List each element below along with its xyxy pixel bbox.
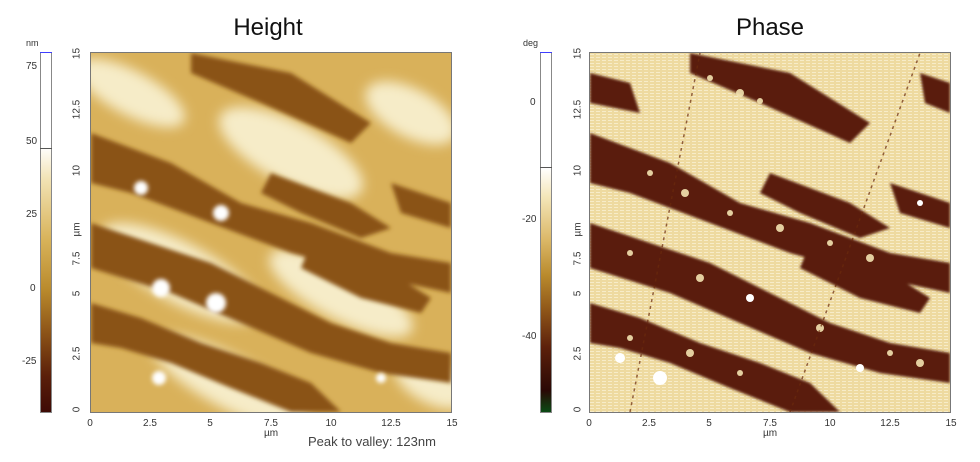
height-x-tick-15: 15 xyxy=(446,418,458,429)
phase-color-scale xyxy=(540,52,552,413)
phase-y-tick-7.5: 7.5 xyxy=(572,251,584,266)
height-y-tick-2.5: 2.5 xyxy=(71,346,83,361)
peak-to-valley-text: Peak to valley: 123nm xyxy=(308,434,436,449)
height-afm-texture xyxy=(91,53,451,412)
phase-x-tick-2.5: 2.5 xyxy=(642,418,656,429)
height-scale-cursor-line xyxy=(40,148,52,149)
height-y-tick-15: 15 xyxy=(71,47,83,60)
height-y-tick-5: 5 xyxy=(71,290,83,297)
phase-y-tick-5: 5 xyxy=(572,290,584,297)
phase-scale-tick-0: 0 xyxy=(530,97,536,108)
phase-x-tick-7.5: 7.5 xyxy=(763,418,777,429)
phase-x-tick-0: 0 xyxy=(586,418,592,429)
phase-scale-cursor-line xyxy=(540,167,552,168)
height-scale-tick-25: 25 xyxy=(26,209,38,220)
phase-x-tick-12.5: 12.5 xyxy=(880,418,900,429)
height-x-tick-10: 10 xyxy=(325,418,337,429)
phase-afm-image xyxy=(589,52,951,413)
height-scale-tick-0: 0 xyxy=(30,283,36,294)
height-x-tick-7.5: 7.5 xyxy=(264,418,278,429)
phase-scale-top-marker xyxy=(540,52,552,53)
height-x-tick-12.5: 12.5 xyxy=(381,418,401,429)
height-y-tick-7.5: 7.5 xyxy=(71,251,83,266)
phase-scale-tick-minus20: -20 xyxy=(522,214,537,225)
height-y-tick-12.5: 12.5 xyxy=(71,99,83,120)
height-scale-top-marker xyxy=(40,52,52,53)
phase-title: Phase xyxy=(735,14,805,41)
phase-x-axis-label: µm xyxy=(762,428,778,439)
height-scale-tick-75: 75 xyxy=(26,61,38,72)
phase-y-tick-2.5: 2.5 xyxy=(572,346,584,361)
height-color-scale xyxy=(40,52,52,413)
phase-x-tick-10: 10 xyxy=(824,418,836,429)
height-scale-unit: nm xyxy=(26,38,39,48)
height-y-tick-10: 10 xyxy=(71,164,83,177)
phase-y-tick-12.5: 12.5 xyxy=(572,99,584,120)
height-scale-tick-50: 50 xyxy=(26,136,38,147)
height-title: Height xyxy=(233,14,303,41)
height-x-tick-5: 5 xyxy=(207,418,213,429)
phase-x-tick-15: 15 xyxy=(945,418,957,429)
phase-afm-texture xyxy=(590,53,950,412)
phase-y-tick-10: 10 xyxy=(572,164,584,177)
height-afm-image xyxy=(90,52,452,413)
phase-y-tick-15: 15 xyxy=(572,47,584,60)
phase-scale-unit: deg xyxy=(523,38,539,48)
phase-x-tick-5: 5 xyxy=(706,418,712,429)
height-x-tick-0: 0 xyxy=(87,418,93,429)
height-y-axis-label: µm xyxy=(71,222,83,237)
height-x-tick-2.5: 2.5 xyxy=(143,418,157,429)
phase-scale-tick-minus40: -40 xyxy=(522,331,537,342)
height-scale-tick-minus25: -25 xyxy=(22,356,37,367)
phase-y-axis-label: µm xyxy=(572,222,584,237)
height-x-axis-label: µm xyxy=(263,428,279,439)
